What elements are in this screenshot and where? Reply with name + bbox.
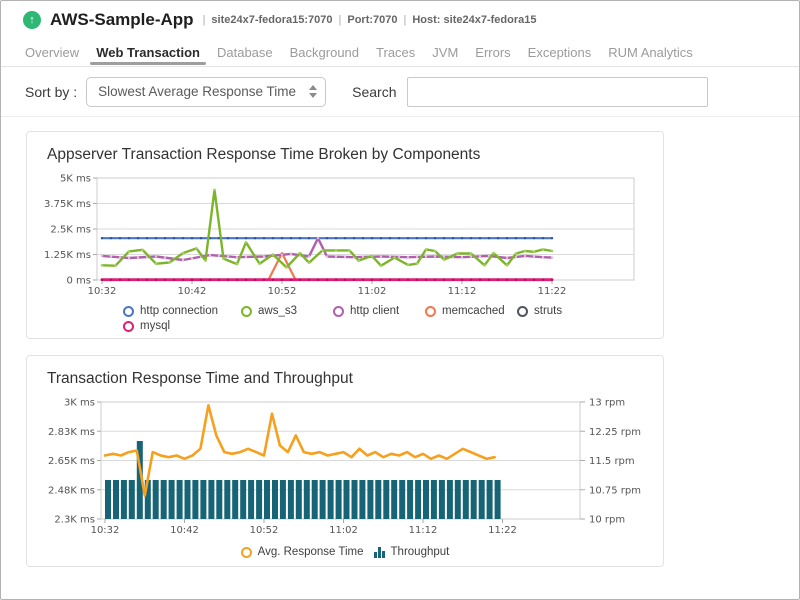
legend-item-mysql[interactable]: mysql <box>123 320 170 332</box>
arrow-up-circle-icon: ↑ <box>23 11 41 29</box>
throughput-chart-card: Transaction Response Time and Throughput… <box>26 355 664 567</box>
legend-marker-icon <box>123 320 134 332</box>
app-header: ↑ AWS-Sample-App | site24x7-fedora15:707… <box>1 1 799 39</box>
svg-text:13 rpm: 13 rpm <box>589 398 625 409</box>
components-chart-card: Appserver Transaction Response Time Brok… <box>26 131 664 339</box>
svg-text:2.5K ms: 2.5K ms <box>50 225 91 236</box>
components-chart-legend: http connection aws_s3 http client memcache… <box>27 305 663 332</box>
svg-text:2.65K ms: 2.65K ms <box>48 456 95 467</box>
tab-bar: Overview Web Transaction Database Backgr… <box>1 39 799 67</box>
search-input[interactable] <box>406 76 708 107</box>
filter-toolbar: Sort by : Slowest Average Response Time … <box>1 67 799 117</box>
legend-row: http connection aws_s3 http client memcache… <box>123 305 663 317</box>
svg-text:5K ms: 5K ms <box>60 174 91 185</box>
legend-item-avg-response-time[interactable]: Avg. Response Time <box>240 546 364 558</box>
legend-item-http-connection[interactable]: http connection <box>123 305 241 317</box>
svg-text:10:42: 10:42 <box>170 525 199 536</box>
legend-marker-icon <box>425 305 436 317</box>
legend-label: http client <box>350 305 400 317</box>
svg-text:12.25 rpm: 12.25 rpm <box>589 427 641 438</box>
legend-label: Throughput <box>390 546 450 558</box>
throughput-chart-legend: Avg. Response Time Throughput <box>27 546 663 558</box>
svg-text:10:42: 10:42 <box>178 286 207 297</box>
svg-text:10:52: 10:52 <box>268 286 297 297</box>
svg-text:11:22: 11:22 <box>488 525 517 536</box>
legend-label: mysql <box>140 320 171 332</box>
legend-item-aws-s3[interactable]: aws_s3 <box>241 305 333 317</box>
svg-text:3K ms: 3K ms <box>64 398 95 409</box>
svg-text:2.3K ms: 2.3K ms <box>54 515 95 526</box>
svg-text:10:32: 10:32 <box>91 525 120 536</box>
tab-jvm[interactable]: JVM <box>432 45 459 60</box>
select-stepper-icon <box>309 85 318 98</box>
app-title: AWS-Sample-App <box>50 10 194 29</box>
svg-text:10:32: 10:32 <box>88 286 117 297</box>
tab-overview[interactable]: Overview <box>25 45 80 60</box>
sort-select-value: Slowest Average Response Time <box>98 84 296 99</box>
svg-text:2.83K ms: 2.83K ms <box>48 427 95 438</box>
legend-item-http-client[interactable]: http client <box>333 305 425 317</box>
components-chart-title: Appserver Transaction Response Time Brok… <box>47 146 481 163</box>
svg-text:3.75K ms: 3.75K ms <box>44 199 91 210</box>
legend-item-throughput[interactable]: Throughput <box>373 546 450 558</box>
separator: | <box>338 14 342 26</box>
tab-errors[interactable]: Errors <box>475 45 511 60</box>
tab-database[interactable]: Database <box>216 45 273 60</box>
svg-text:11:12: 11:12 <box>409 525 438 536</box>
tab-rum-analytics[interactable]: RUM Analytics <box>608 45 693 60</box>
legend-marker-icon <box>123 305 134 317</box>
svg-text:11.5 rpm: 11.5 rpm <box>589 456 635 467</box>
legend-item-struts[interactable]: struts <box>517 305 562 317</box>
separator: | <box>202 14 206 26</box>
svg-text:11:02: 11:02 <box>358 286 387 297</box>
app-host-port: site24x7-fedora15:7070 <box>211 14 333 26</box>
separator: | <box>403 14 407 26</box>
legend-label: http connection <box>140 305 219 317</box>
app-port: Port:7070 <box>347 14 398 26</box>
svg-text:2.48K ms: 2.48K ms <box>48 485 95 496</box>
bar-chart-icon <box>373 546 385 558</box>
legend-marker-icon <box>517 305 528 317</box>
app-host: Host: site24x7-fedora15 <box>412 14 537 26</box>
svg-text:11:12: 11:12 <box>448 286 477 297</box>
svg-text:10.75 rpm: 10.75 rpm <box>589 485 641 496</box>
svg-text:11:22: 11:22 <box>538 286 567 297</box>
svg-text:10 rpm: 10 rpm <box>589 515 625 526</box>
legend-row: mysql <box>123 320 663 332</box>
throughput-chart-canvas: 3K ms 2.83K ms 2.65K ms 2.48K ms 2.3K ms 13 r… <box>48 398 641 537</box>
legend-marker-icon <box>333 305 344 317</box>
legend-marker-icon <box>240 546 252 558</box>
legend-label: aws_s3 <box>258 305 297 317</box>
legend-item-memcached[interactable]: memcached <box>425 305 517 317</box>
app-subtitle: | site24x7-fedora15:7070 | Port:7070 | H… <box>203 14 537 26</box>
legend-marker-icon <box>241 305 252 317</box>
tab-traces[interactable]: Traces <box>376 45 416 60</box>
sort-select[interactable]: Slowest Average Response Time <box>86 76 327 107</box>
tab-web-transaction[interactable]: Web Transaction <box>90 45 206 65</box>
svg-text:11:02: 11:02 <box>329 525 358 536</box>
search-label: Search <box>352 83 397 100</box>
legend-label: memcached <box>442 305 505 317</box>
tab-background[interactable]: Background <box>289 45 360 60</box>
svg-text:1.25K ms: 1.25K ms <box>44 250 91 261</box>
sort-by-label: Sort by : <box>25 83 78 100</box>
tab-exceptions[interactable]: Exceptions <box>527 45 592 60</box>
svg-text:0 ms: 0 ms <box>67 276 92 287</box>
throughput-chart-title: Transaction Response Time and Throughput <box>47 370 353 387</box>
svg-text:10:52: 10:52 <box>250 525 279 536</box>
legend-label: Avg. Response Time <box>257 546 364 558</box>
legend-label: struts <box>534 305 563 317</box>
